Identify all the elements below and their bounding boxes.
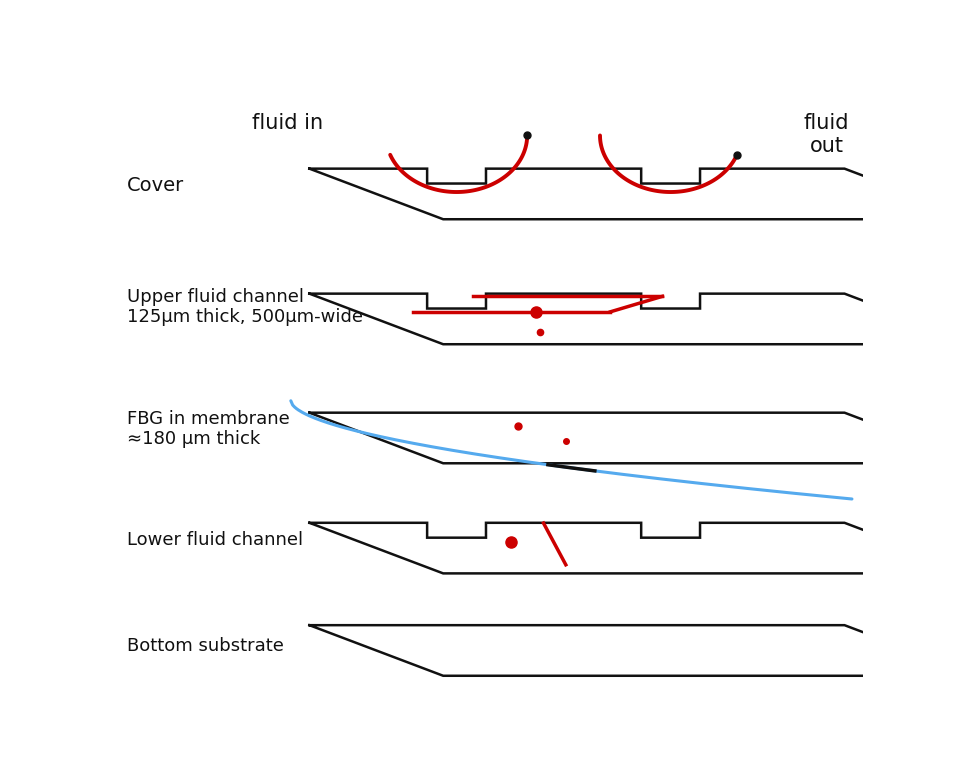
Polygon shape <box>310 523 959 574</box>
Text: fluid
out: fluid out <box>804 113 849 156</box>
Polygon shape <box>310 169 959 220</box>
Polygon shape <box>310 294 959 344</box>
Text: Upper fluid channel
125μm thick, 500μm-wide: Upper fluid channel 125μm thick, 500μm-w… <box>128 288 363 326</box>
Text: Fiber: Fiber <box>788 412 833 431</box>
Text: Lower fluid channel: Lower fluid channel <box>128 531 303 550</box>
Polygon shape <box>310 625 959 676</box>
Polygon shape <box>310 413 959 463</box>
Text: Bottom substrate: Bottom substrate <box>128 637 284 656</box>
Text: FBG in membrane
≈180 μm thick: FBG in membrane ≈180 μm thick <box>128 410 290 448</box>
Text: Cover: Cover <box>128 175 184 195</box>
Text: fluid in: fluid in <box>251 113 322 132</box>
